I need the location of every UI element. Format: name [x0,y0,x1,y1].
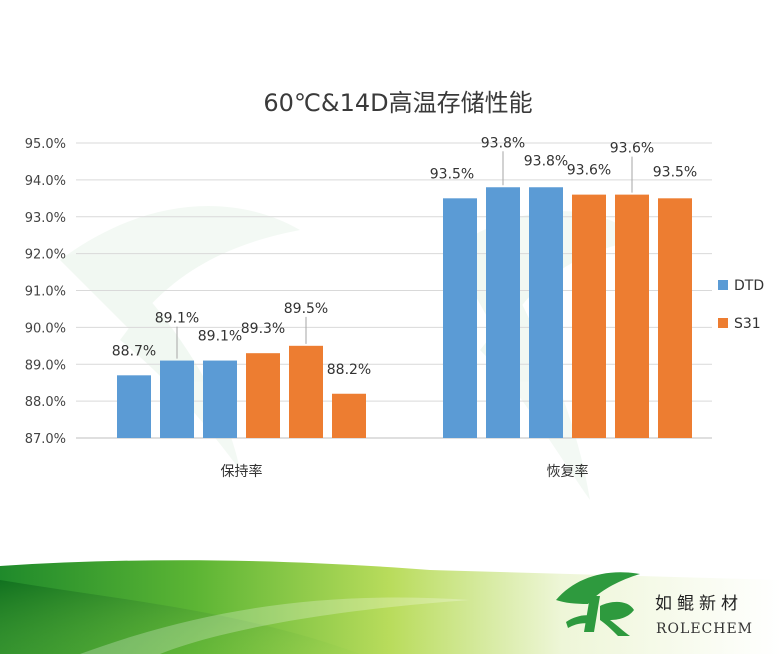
data-label: 88.7% [112,343,156,359]
data-label: 93.5% [430,166,474,182]
data-label: 93.6% [610,141,654,157]
y-axis: 87.0% 88.0% 89.0% 90.0% 91.0% 92.0% 93.0% 94.0%… [25,137,66,447]
bar-dtd [529,187,563,438]
y-tick-label: 95.0% [25,137,66,152]
brand-logo-icon [556,572,640,636]
bar-dtd [117,375,151,438]
legend-swatch [718,280,728,290]
bar-dtd [203,360,237,438]
bar-s31 [246,353,280,438]
y-tick-label: 88.0% [25,395,66,410]
data-label: 93.8% [524,153,568,169]
y-tick-label: 90.0% [25,321,66,336]
y-tick-label: 87.0% [25,432,66,447]
chart-title: 60℃&14D高温存储性能 [263,89,532,117]
data-label: 89.1% [198,329,242,345]
data-label: 93.5% [653,164,697,180]
y-tick-label: 93.0% [25,211,66,226]
category-label: 保持率 [221,463,263,480]
data-labels: 88.7%89.1%89.1%89.3%89.5%88.2%93.5%93.8%… [112,135,697,378]
bar-s31 [615,194,649,438]
data-label: 88.2% [327,362,371,378]
brand-name-cn: 如鲲新材 [655,594,743,614]
y-tick-label: 94.0% [25,174,66,189]
bar-s31 [572,194,606,438]
legend: DTD S31 [718,278,764,332]
data-label: 89.5% [284,301,328,317]
bars [117,187,692,438]
data-label: 93.6% [567,163,611,179]
legend-label: DTD [734,278,764,294]
bar-s31 [658,198,692,438]
bar-s31 [332,393,366,438]
data-label: 89.3% [241,321,285,337]
y-tick-label: 91.0% [25,285,66,300]
data-label: 93.8% [481,135,525,151]
category-label: 恢复率 [547,463,589,480]
legend-label: S31 [734,316,761,332]
x-axis: 保持率 恢复率 [221,463,589,480]
bar-dtd [160,360,194,438]
data-label: 89.1% [155,311,199,327]
y-tick-label: 92.0% [25,248,66,263]
brand-name-en: ROLECHEM [656,621,753,637]
y-tick-label: 89.0% [25,358,66,373]
bar-s31 [289,345,323,438]
legend-swatch [718,318,728,328]
bar-dtd [486,187,520,438]
bar-dtd [443,198,477,438]
